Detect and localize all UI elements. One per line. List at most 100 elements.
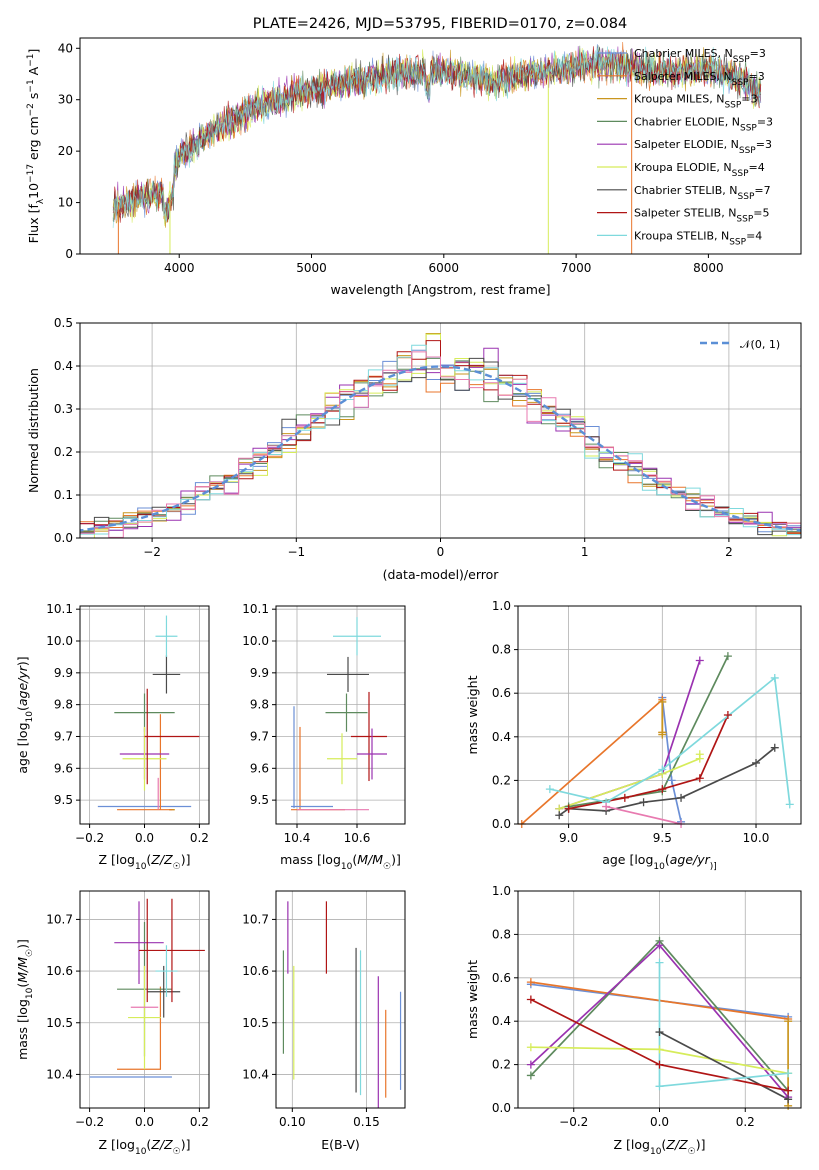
- label-part: SSP: [729, 237, 746, 247]
- tick-label-x: 10.6: [344, 831, 371, 845]
- label-part: Salpeter STELIB, N: [634, 207, 736, 220]
- label-part: ]: [26, 49, 41, 54]
- weight-marker: [555, 811, 564, 820]
- label-part: s: [26, 93, 41, 104]
- weight-marker: [784, 1017, 793, 1026]
- y-axis-label: mass weight: [465, 960, 480, 1039]
- tick-label-y: 10.5: [46, 1016, 73, 1030]
- label-part: Salpeter ELODIE, N: [634, 138, 739, 151]
- label-part: ☉: [173, 1147, 181, 1157]
- x-axis-label: Z [log10(Z/Z☉)]: [614, 1137, 706, 1157]
- y-axis-label: age [log10(age/yr)]: [15, 656, 35, 773]
- tick-label-y: 9.5: [250, 793, 269, 807]
- panel-spectrum: 4000 5000 6000 7000 8000 0 10 20 30 40 wavelength …: [26, 37, 802, 297]
- spectrum-line-kroupa-stelib: [112, 46, 762, 228]
- tick-label-y: 20: [58, 144, 73, 158]
- tick-label-y: 0.0: [54, 531, 73, 545]
- legend-entry: Salpeter STELIB, NSSP=5: [634, 207, 770, 225]
- label-part: Salpeter MILES, N: [634, 70, 732, 83]
- tick-label-y: 9.5: [54, 793, 73, 807]
- weight-marker: [784, 1095, 793, 1104]
- tick-label-x: −0.2: [75, 1115, 104, 1129]
- tick-label-y: 10.4: [46, 1067, 73, 1081]
- tick-label-x: 5000: [296, 261, 327, 275]
- tick-label-y: 30: [58, 93, 73, 107]
- label-part: Chabrier ELODIE, N: [634, 115, 740, 128]
- weight-marker: [752, 758, 761, 767]
- label-part: SSP: [724, 101, 741, 111]
- label-part: 10: [25, 987, 35, 999]
- label-part: =3: [749, 70, 765, 83]
- y-axis-label: Normed distribution: [26, 368, 41, 493]
- tick-label-y: 10.4: [242, 1067, 269, 1081]
- tick-label-y: 0.6: [492, 686, 511, 700]
- legend-entry: Chabrier ELODIE, NSSP=3: [634, 115, 773, 133]
- tick-label-y: 0.0: [492, 817, 511, 831]
- weight-marker: [695, 774, 704, 783]
- panel-mass-vs-EBV: 0.10 0.15 10.4 10.5 10.6 10.7 E(B-V): [242, 890, 406, 1152]
- plot-area: [97, 615, 200, 811]
- weight-marker: [526, 978, 535, 987]
- tick-label-y: 10.6: [242, 964, 269, 978]
- y-axis-label: Flux [fλ10−17 erg cm−2 s−1 A−1]: [26, 49, 46, 244]
- tick-label-y: 10.1: [46, 602, 73, 616]
- weight-marker: [658, 785, 667, 794]
- axes-frame: [517, 890, 802, 1109]
- tick-label-y: 10.7: [242, 912, 269, 926]
- tick-label-y: 0.6: [492, 971, 511, 985]
- plot-area: [291, 617, 387, 811]
- weight-marker: [695, 656, 704, 665]
- weight-line-kroupa-stelib: [549, 676, 791, 805]
- weight-marker: [526, 1043, 535, 1052]
- weight-marker: [667, 776, 676, 785]
- label-part: )]: [181, 852, 191, 867]
- label-part: age/yr: [15, 665, 30, 706]
- label-part: Chabrier STELIB, N: [634, 184, 738, 197]
- tick-label-y: 10.0: [46, 634, 73, 648]
- tick-label-y: 0.8: [492, 643, 511, 657]
- label-part: age [log: [15, 722, 30, 773]
- label-part: (: [665, 852, 670, 867]
- label-part: age [log: [602, 852, 653, 867]
- label-part: =3: [741, 93, 757, 106]
- label-part: ☉: [25, 949, 35, 957]
- weight-marker: [545, 785, 554, 794]
- weight-marker: [655, 1060, 664, 1069]
- label-part: (: [146, 852, 151, 867]
- weight-marker: [785, 800, 794, 809]
- label-part: (: [15, 983, 30, 988]
- label-part: Kroupa ELODIE, N: [634, 161, 732, 174]
- weight-marker: [655, 1082, 664, 1091]
- plot-area: [112, 41, 762, 254]
- weight-marker: [639, 798, 648, 807]
- label-part: =3: [756, 138, 772, 151]
- tick-label-x: 2: [725, 545, 733, 559]
- label-part: Z [log: [99, 1137, 135, 1152]
- weight-marker: [658, 765, 667, 774]
- label-part: Z/Z: [150, 1137, 173, 1152]
- label-part: mass [log: [280, 852, 341, 867]
- weight-marker: [784, 1069, 793, 1078]
- label-part: =5: [753, 207, 769, 220]
- label-part: SSP: [732, 169, 749, 179]
- panel-age-vs-Z: −0.2 0.0 0.29.59.69.79.89.910.010.1Z [log1…: [15, 602, 210, 872]
- label-part: =4: [749, 161, 765, 174]
- label-part: 10: [650, 1147, 662, 1157]
- label-part: =3: [757, 115, 773, 128]
- tick-label-x: 0.10: [279, 1115, 306, 1129]
- label-part: Z/Z: [665, 1137, 688, 1152]
- label-part: ☉: [383, 862, 391, 872]
- tick-label-y: 0.2: [54, 445, 73, 459]
- label-part: Chabrier MILES, N: [634, 47, 733, 60]
- legend-entry: Chabrier STELIB, NSSP=7: [634, 184, 771, 202]
- label-part: −1: [26, 79, 36, 92]
- plot-area: [521, 655, 791, 824]
- legend-entry: Kroupa STELIB, NSSP=4: [634, 229, 762, 247]
- label-part: =4: [746, 229, 762, 242]
- tick-label-y: 0.4: [492, 1014, 511, 1028]
- weight-marker: [564, 804, 573, 813]
- label-part: )]: [181, 1137, 191, 1152]
- label-part: 10: [341, 862, 353, 872]
- tick-label-y: 0.3: [54, 402, 73, 416]
- tick-label-y: 9.9: [54, 666, 73, 680]
